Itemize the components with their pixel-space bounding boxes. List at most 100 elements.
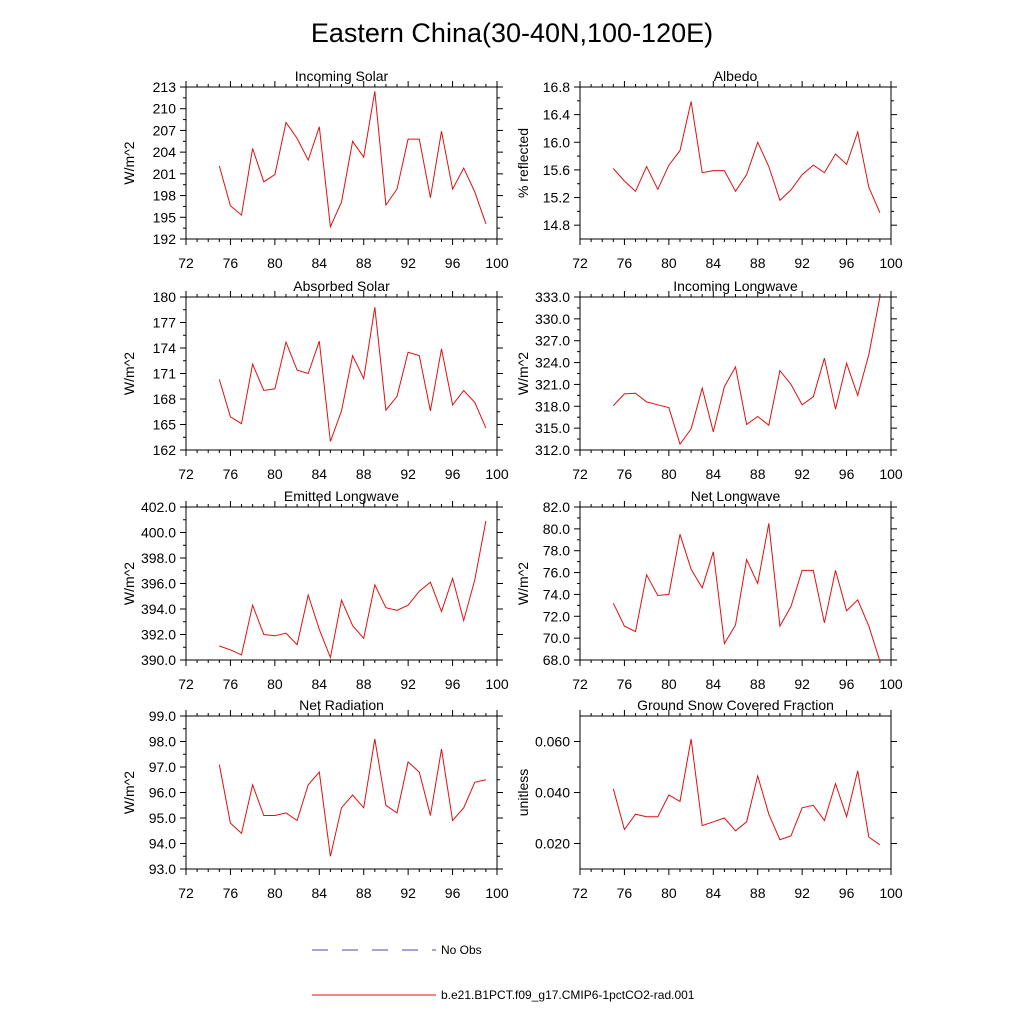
x-tick-label: 72 bbox=[572, 255, 588, 271]
x-tick-label: 76 bbox=[223, 466, 239, 482]
plot-frame bbox=[185, 506, 498, 661]
x-tick-label: 100 bbox=[879, 255, 903, 271]
y-tick-label: 312.0 bbox=[535, 442, 570, 458]
x-tick-label: 84 bbox=[705, 255, 721, 271]
y-tick-label: 168 bbox=[153, 391, 177, 407]
y-axis-label: W/m^2 bbox=[121, 141, 137, 184]
plot-frame bbox=[579, 506, 892, 661]
x-tick-label: 76 bbox=[617, 676, 633, 692]
x-tick-label: 88 bbox=[750, 466, 766, 482]
x-tick-label: 88 bbox=[356, 255, 372, 271]
chart-panel: Incoming Solar W/m^2 72 76 80 84 88 92 96 100 192 1… bbox=[121, 68, 509, 271]
chart-panel: Emitted Longwave W/m^2 72 76 80 84 88 92 96 100 39… bbox=[121, 488, 509, 692]
y-tick-label: 0.040 bbox=[535, 785, 570, 801]
x-tick-label: 80 bbox=[661, 255, 677, 271]
y-tick-label: 0.020 bbox=[535, 836, 570, 852]
y-tick-label: 177 bbox=[153, 315, 177, 331]
panel-title: Net Longwave bbox=[691, 488, 781, 504]
panel-title: Absorbed Solar bbox=[293, 278, 390, 294]
x-tick-label: 76 bbox=[617, 255, 633, 271]
chart-panel: Absorbed Solar W/m^2 72 76 80 84 88 92 96 100 162 1… bbox=[121, 278, 509, 482]
y-axis-label: W/m^2 bbox=[121, 771, 137, 814]
series-line bbox=[612, 738, 881, 846]
x-tick-label: 100 bbox=[485, 466, 509, 482]
y-tick-label: 174 bbox=[153, 340, 177, 356]
x-tick-label: 84 bbox=[311, 255, 327, 271]
y-tick-label: 402.0 bbox=[141, 499, 176, 515]
y-tick-label: 80.0 bbox=[543, 521, 570, 537]
y-axis-label: % reflected bbox=[515, 128, 531, 198]
plot-frame bbox=[579, 715, 892, 870]
panel-title: Net Radiation bbox=[299, 697, 384, 713]
x-tick-label: 92 bbox=[794, 885, 810, 901]
chart-panel: Net Radiation W/m^2 72 76 80 84 88 92 96 100 93.0 9… bbox=[121, 697, 509, 901]
x-tick-label: 88 bbox=[750, 676, 766, 692]
y-tick-label: 72.0 bbox=[543, 608, 570, 624]
x-tick-label: 92 bbox=[794, 676, 810, 692]
x-tick-label: 100 bbox=[485, 676, 509, 692]
chart-panel: Net Longwave W/m^2 72 76 80 84 88 92 96 100 68.0 70… bbox=[515, 488, 903, 692]
legend-label-no-obs: No Obs bbox=[441, 943, 482, 957]
y-tick-label: 16.8 bbox=[543, 79, 570, 95]
y-tick-label: 195 bbox=[153, 209, 177, 225]
x-tick-label: 96 bbox=[839, 255, 855, 271]
y-tick-label: 398.0 bbox=[141, 550, 176, 566]
y-axis-label: W/m^2 bbox=[121, 352, 137, 395]
y-tick-label: 70.0 bbox=[543, 630, 570, 646]
y-tick-label: 76.0 bbox=[543, 565, 570, 581]
y-tick-label: 392.0 bbox=[141, 627, 176, 643]
x-tick-label: 96 bbox=[839, 676, 855, 692]
x-tick-label: 80 bbox=[267, 466, 283, 482]
x-tick-label: 72 bbox=[178, 466, 194, 482]
series-line bbox=[218, 738, 487, 857]
plot-frame bbox=[579, 86, 892, 240]
x-tick-label: 80 bbox=[267, 676, 283, 692]
y-tick-label: 207 bbox=[153, 122, 177, 138]
x-tick-label: 92 bbox=[400, 466, 416, 482]
x-tick-label: 76 bbox=[223, 885, 239, 901]
x-tick-label: 84 bbox=[705, 885, 721, 901]
y-tick-label: 321.0 bbox=[535, 376, 570, 392]
y-tick-label: 165 bbox=[153, 417, 177, 433]
y-tick-label: 327.0 bbox=[535, 333, 570, 349]
y-tick-label: 333.0 bbox=[535, 289, 570, 305]
y-tick-label: 390.0 bbox=[141, 652, 176, 668]
y-tick-label: 171 bbox=[153, 366, 177, 382]
x-tick-label: 100 bbox=[879, 885, 903, 901]
x-tick-label: 88 bbox=[750, 885, 766, 901]
series-line bbox=[218, 91, 487, 229]
y-tick-label: 213 bbox=[153, 79, 177, 95]
x-tick-label: 76 bbox=[617, 466, 633, 482]
x-tick-label: 72 bbox=[178, 255, 194, 271]
x-tick-label: 80 bbox=[661, 885, 677, 901]
y-tick-label: 180 bbox=[153, 289, 177, 305]
y-tick-label: 96.0 bbox=[149, 785, 176, 801]
x-tick-label: 96 bbox=[839, 885, 855, 901]
y-tick-label: 394.0 bbox=[141, 601, 176, 617]
x-tick-label: 72 bbox=[572, 676, 588, 692]
x-tick-label: 72 bbox=[178, 885, 194, 901]
y-tick-label: 74.0 bbox=[543, 586, 570, 602]
x-tick-label: 96 bbox=[445, 255, 461, 271]
y-tick-label: 14.8 bbox=[543, 217, 570, 233]
x-tick-label: 92 bbox=[794, 255, 810, 271]
x-tick-label: 92 bbox=[400, 255, 416, 271]
x-tick-label: 84 bbox=[311, 885, 327, 901]
x-tick-label: 100 bbox=[879, 466, 903, 482]
y-tick-label: 210 bbox=[153, 101, 177, 117]
x-tick-label: 84 bbox=[311, 466, 327, 482]
y-tick-label: 78.0 bbox=[543, 543, 570, 559]
y-tick-label: 94.0 bbox=[149, 836, 176, 852]
panel-title: Incoming Solar bbox=[295, 68, 389, 84]
chart-panel: Albedo % reflected 72 76 80 84 88 92 96 100 14.8 15… bbox=[515, 68, 903, 271]
y-tick-label: 93.0 bbox=[149, 861, 176, 877]
series-line bbox=[612, 101, 881, 213]
x-tick-label: 88 bbox=[356, 466, 372, 482]
x-tick-label: 80 bbox=[661, 676, 677, 692]
series-line bbox=[219, 520, 487, 660]
x-tick-label: 76 bbox=[223, 676, 239, 692]
y-tick-label: 15.6 bbox=[543, 162, 570, 178]
x-tick-label: 80 bbox=[267, 885, 283, 901]
y-tick-label: 192 bbox=[153, 231, 177, 247]
x-tick-label: 100 bbox=[485, 885, 509, 901]
